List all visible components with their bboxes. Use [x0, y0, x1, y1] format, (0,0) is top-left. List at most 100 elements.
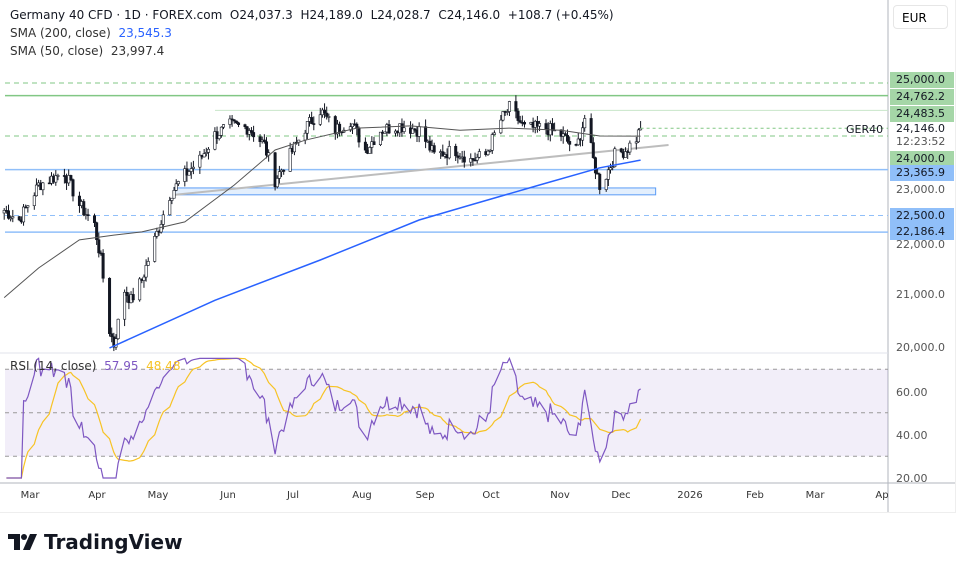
candle-body: [417, 126, 421, 137]
candle-body: [174, 183, 178, 191]
symbol-title[interactable]: Germany 40 CFD · 1D · FOREX.com: [10, 8, 223, 22]
rsi-tick: 20.00: [896, 472, 928, 485]
candle-body: [108, 277, 112, 334]
candle-body: [378, 131, 382, 145]
sma200-value: 23,545.3: [118, 26, 172, 40]
sma200-label: SMA (200, close): [10, 26, 111, 40]
candle-body: [492, 132, 496, 135]
candle-body: [77, 195, 81, 206]
time-tick: Aug: [352, 490, 372, 501]
currency-button[interactable]: EUR: [893, 5, 948, 29]
time-tick: Sep: [415, 490, 435, 501]
candle-body: [473, 159, 477, 162]
candle-body: [54, 175, 58, 183]
rsi-line: [6, 356, 641, 479]
time-tick: Jul: [286, 490, 300, 501]
candle-body: [176, 181, 180, 185]
chart-frame[interactable]: [0, 0, 956, 513]
time-tick: May: [147, 490, 169, 501]
candle-body: [613, 148, 617, 168]
ohlc-low: L24,028.7: [370, 8, 431, 22]
candle-body: [507, 101, 511, 112]
candle-body: [516, 110, 520, 121]
candle-body: [318, 114, 322, 125]
candle-body: [441, 151, 445, 157]
candle-body: [619, 148, 623, 153]
candle-body: [258, 136, 262, 142]
candle-body: [357, 127, 361, 143]
candle-body: [273, 152, 277, 188]
brand-name: TradingView: [44, 530, 183, 554]
ohlc-change: +108.7 (+0.45%): [507, 8, 614, 22]
candle-body: [628, 142, 632, 153]
candle-body: [217, 135, 221, 139]
candle-body: [17, 216, 21, 221]
candle-body: [114, 338, 118, 348]
candle-body: [69, 175, 73, 180]
candle-body: [11, 216, 15, 219]
candle-body: [172, 190, 176, 199]
candle-body: [292, 141, 296, 153]
candle-body: [462, 156, 466, 163]
candle-body: [189, 168, 193, 172]
candle-body: [24, 206, 28, 209]
candle-body: [93, 215, 97, 223]
candle-body: [363, 141, 367, 151]
candle-body: [222, 124, 226, 128]
candle-body: [598, 173, 602, 190]
candle-body: [230, 118, 234, 121]
price-chart[interactable]: [0, 0, 977, 512]
candle-body: [486, 150, 490, 155]
candle-body: [9, 217, 13, 220]
candle-body: [387, 124, 391, 134]
sma50-legend[interactable]: SMA (50, close) 23,997.4: [10, 44, 164, 58]
candle-body: [447, 146, 451, 159]
symbol-legend: Germany 40 CFD · 1D · FOREX.com O24,037.…: [10, 8, 614, 22]
rsi-ma-value: 48.48: [146, 359, 181, 373]
sma200-legend[interactable]: SMA (200, close) 23,545.3: [10, 26, 172, 40]
candle-body: [155, 231, 159, 237]
level-label: 24,483.5: [890, 106, 954, 122]
time-tick: Apr: [88, 490, 106, 501]
candle-body: [589, 118, 593, 143]
rsi-label: RSI (14, close): [10, 359, 97, 373]
candle-body: [593, 157, 597, 174]
tradingview-logo-icon: [8, 534, 37, 550]
candle-body: [202, 153, 206, 158]
candle-body: [624, 151, 628, 158]
level-label: 22,186.4: [890, 224, 954, 240]
candle-body: [252, 132, 256, 138]
level-label: 24,762.2: [890, 89, 954, 105]
trend-line: [173, 144, 669, 196]
candle-body: [153, 236, 157, 262]
candle-body: [338, 123, 342, 133]
candle-body: [305, 121, 309, 134]
candle-body: [514, 101, 518, 112]
candle-body: [62, 175, 66, 177]
candle-body: [303, 132, 307, 141]
candle-body: [234, 120, 238, 124]
candle-body: [576, 138, 580, 146]
candle-body: [206, 148, 210, 153]
candle-body: [161, 214, 165, 225]
candle-body: [591, 142, 595, 158]
candle-body: [243, 124, 247, 128]
candle-body: [538, 123, 542, 127]
candle-body: [101, 253, 105, 279]
candle-body: [583, 118, 587, 129]
candle-body: [142, 276, 146, 281]
level-label: 25,000.0: [890, 72, 954, 88]
tradingview-logo[interactable]: TradingView: [8, 530, 183, 554]
time-tick: Feb: [746, 490, 764, 501]
candle-body: [86, 214, 90, 217]
price-tick: 21,000.0: [896, 288, 945, 301]
candle-body: [144, 265, 148, 278]
time-tick: 2026: [677, 490, 703, 501]
candle-body: [7, 210, 11, 219]
time-tick: Dec: [611, 490, 631, 501]
rsi-legend[interactable]: RSI (14, close) 57.95 48.48: [10, 359, 180, 373]
time-tick: Ap: [875, 490, 889, 501]
candle-body: [550, 123, 554, 131]
candle-body: [518, 120, 522, 123]
candle-body: [402, 127, 406, 132]
